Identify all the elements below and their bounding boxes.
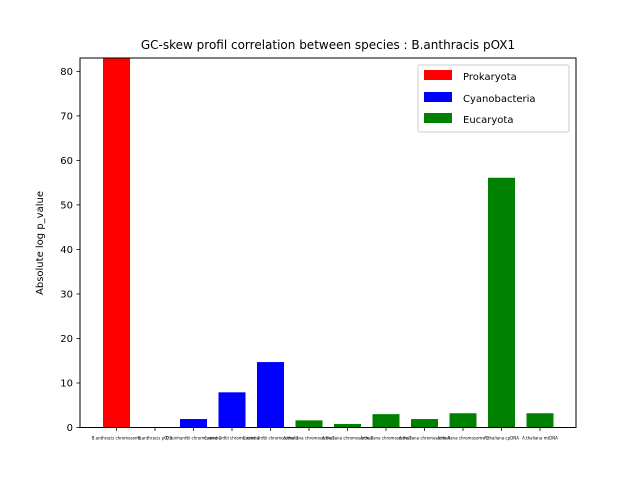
legend-swatch-prokaryota [424,70,452,80]
x-tick-label: C.reinhardtii chromosome 1 [166,436,222,441]
bar-1 [103,58,130,428]
y-axis-label: Absolute log p_value [35,191,46,295]
bar-4 [218,392,246,428]
x-tick-label: A.thaliana chromosome 4 [399,436,451,441]
bar-9 [411,419,438,428]
y-tick-label: 20 [60,334,73,345]
legend: Prokaryota Cyanobacteria Eucaryota [417,64,570,133]
x-tick-label: A.thaliana chromosome 1 [283,436,335,441]
y-tick-label: 70 [60,111,73,122]
legend-label-cyanobacteria: Cyanobacteria [463,94,536,105]
bars-group [103,58,554,428]
legend-label-prokaryota: Prokaryota [463,72,517,83]
bar-8 [372,414,400,428]
bar-7 [334,423,361,428]
bar-10 [449,413,477,428]
x-tick-label: B.anthracis chromosome [92,436,142,441]
x-tick-label: A.thaliana mtDNA [522,436,558,441]
x-tick-label: A.thaliana chromosome 5 [437,436,489,441]
bar-6 [295,420,323,428]
bar-12 [526,413,554,428]
x-tick-label: B.anthracis pOX1 [138,436,173,441]
bar-3 [180,419,207,428]
x-tick-label: A.thaliana chromosome 2 [322,436,374,441]
y-tick-label: 0 [67,423,73,434]
legend-swatch-eucaryota [424,113,452,123]
x-tick-label: C.reinhardtii chromosome 3 [243,436,299,441]
y-tick-label: 40 [60,245,73,256]
bar-5 [257,362,284,428]
y-tick-label: 60 [60,156,73,167]
x-tick-label: A.thaliana cpDNA [484,436,519,441]
plot-frame [79,57,577,428]
y-ticks-group: 0 10 20 30 40 50 60 70 80 [60,67,80,434]
legend-swatch-cyanobacteria [424,92,452,102]
legend-label-eucaryota: Eucaryota [463,115,513,126]
y-tick-label: 10 [60,378,73,389]
y-tick-label: 50 [60,200,73,211]
y-tick-label: 30 [60,289,73,300]
x-tick-label: A.thaliana chromosome 3 [360,436,412,441]
chart-title: GC-skew profil correlation between speci… [141,38,515,52]
y-tick-label: 80 [60,67,73,78]
bar-11 [488,177,515,428]
x-tick-label: C.reinhardtii chromosome 2 [204,436,260,441]
legend-box [417,64,570,133]
